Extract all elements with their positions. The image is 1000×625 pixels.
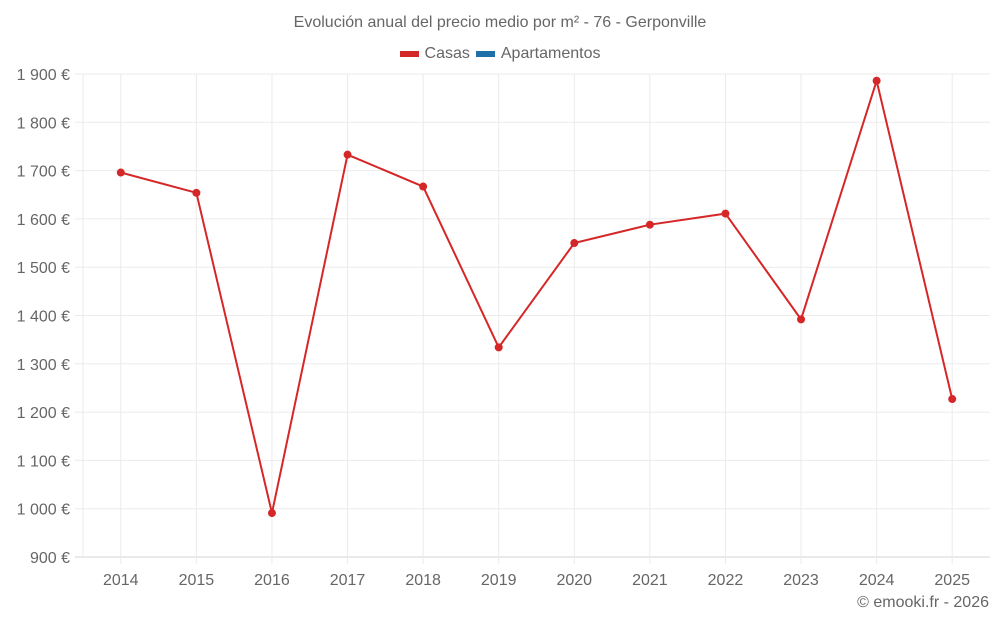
- legend-label-casas: Casas: [424, 45, 470, 62]
- y-tick-label: 1 100 €: [17, 453, 70, 470]
- x-tick-label: 2019: [481, 572, 517, 589]
- data-point[interactable]: [494, 343, 503, 352]
- data-point[interactable]: [645, 220, 654, 229]
- y-tick-label: 1 800 €: [17, 115, 70, 132]
- data-point[interactable]: [192, 188, 201, 197]
- data-point[interactable]: [948, 395, 957, 404]
- chart-title: Evolución anual del precio medio por m² …: [293, 14, 707, 31]
- legend-item-casas[interactable]: Casas: [399, 45, 470, 63]
- series-line-casas: [120, 77, 954, 514]
- x-tick-label: 2017: [330, 572, 366, 589]
- y-tick-label: 900 €: [30, 550, 70, 567]
- data-point[interactable]: [872, 76, 881, 85]
- legend: Casas Apartamentos: [0, 45, 1000, 63]
- data-point[interactable]: [721, 209, 730, 218]
- credit-text: © emooki.fr - 2026: [857, 594, 989, 611]
- y-tick-label: 1 200 €: [17, 405, 70, 422]
- x-tick-label: 2021: [632, 572, 668, 589]
- y-tick-label: 1 700 €: [17, 164, 70, 181]
- data-point[interactable]: [267, 509, 276, 518]
- data-point[interactable]: [343, 150, 352, 159]
- legend-label-apartamentos: Apartamentos: [500, 45, 601, 62]
- data-point[interactable]: [419, 182, 428, 191]
- y-tick-label: 1 600 €: [17, 212, 70, 229]
- data-point[interactable]: [570, 239, 579, 248]
- y-tick-label: 1 900 €: [17, 67, 70, 84]
- y-tick-label: 1 300 €: [17, 357, 70, 374]
- x-tick-label: 2015: [179, 572, 215, 589]
- legend-swatch-casas: [399, 51, 419, 57]
- x-tick-label: 2020: [556, 572, 592, 589]
- x-tick-label: 2025: [934, 572, 970, 589]
- y-tick-label: 1 000 €: [17, 502, 70, 519]
- x-tick-label: 2022: [708, 572, 744, 589]
- x-tick-label: 2016: [254, 572, 290, 589]
- x-tick-label: 2014: [103, 572, 139, 589]
- y-tick-label: 1 400 €: [17, 309, 70, 326]
- x-tick-label: 2023: [783, 572, 819, 589]
- x-tick-label: 2024: [859, 572, 895, 589]
- legend-item-apartamentos[interactable]: Apartamentos: [475, 45, 601, 63]
- data-point[interactable]: [116, 168, 125, 177]
- x-tick-label: 2018: [405, 572, 441, 589]
- legend-swatch-apartamentos: [475, 51, 495, 57]
- y-tick-label: 1 500 €: [17, 260, 70, 277]
- data-point[interactable]: [797, 315, 806, 324]
